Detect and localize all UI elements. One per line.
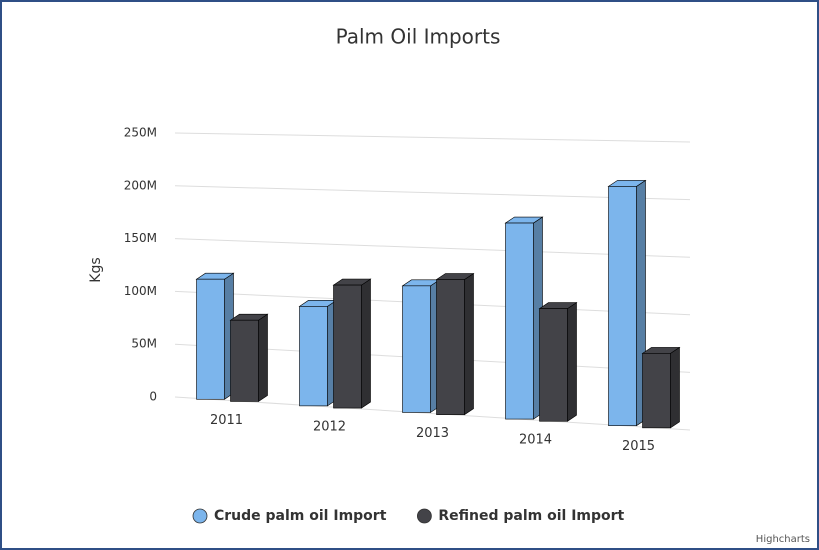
bar	[642, 353, 671, 429]
grid-line	[174, 185, 691, 201]
y-tick-label: 50M	[131, 337, 157, 351]
x-tick-label: 2013	[416, 426, 449, 441]
bar	[608, 186, 637, 426]
bar	[539, 308, 568, 422]
bar	[299, 306, 328, 407]
bar-side	[670, 346, 680, 429]
y-axis-label: Kgs	[88, 257, 104, 282]
bar	[505, 222, 534, 420]
credit: Highcharts	[756, 534, 810, 545]
y-tick-label: 0	[149, 390, 157, 404]
legend-label: Crude palm oil Import	[214, 508, 387, 524]
bar-side	[464, 272, 474, 416]
legend-label: Refined palm oil Import	[438, 508, 624, 524]
bar-side	[258, 313, 268, 403]
x-tick-label: 2011	[210, 413, 243, 428]
bar	[402, 285, 431, 413]
bar	[436, 279, 465, 415]
y-tick-label: 100M	[124, 284, 157, 298]
legend-symbol	[416, 508, 432, 524]
grid-line	[174, 238, 691, 258]
y-tick-label: 150M	[124, 231, 157, 245]
y-tick-label: 250M	[124, 126, 157, 140]
bar-side	[567, 302, 577, 422]
bar	[230, 319, 259, 402]
legend-symbol	[192, 508, 208, 524]
y-tick-label: 200M	[124, 178, 157, 192]
bar	[333, 284, 362, 409]
chart-title: Palm Oil Imports	[336, 25, 501, 49]
bar-side	[361, 278, 371, 409]
grid-line	[174, 396, 691, 431]
bar	[196, 278, 225, 400]
grid-line	[174, 132, 691, 143]
x-tick-label: 2014	[519, 433, 552, 448]
x-tick-label: 2015	[622, 439, 655, 454]
x-tick-label: 2012	[313, 419, 346, 434]
